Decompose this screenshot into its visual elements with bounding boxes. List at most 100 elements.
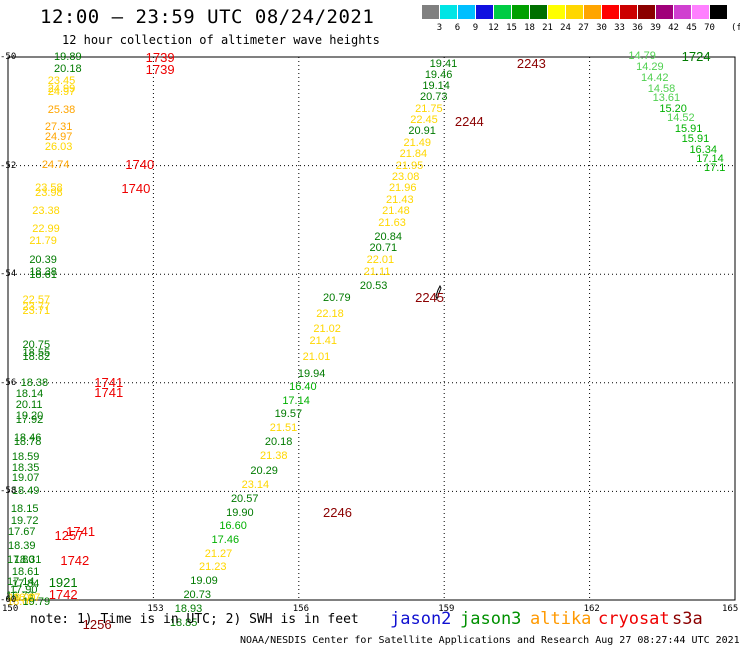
swh-label: 21.96 <box>388 182 417 195</box>
swh-label: 19.89 <box>54 51 82 64</box>
pass-time-label: 1741 <box>94 374 124 390</box>
swh-label: 20.71 <box>369 242 398 255</box>
scale-swatch <box>458 5 475 19</box>
swh-label: 18.85 <box>169 616 198 629</box>
swh-label: 19.57 <box>274 408 303 421</box>
swh-label: 18.39 <box>8 540 36 553</box>
swh-label: 18.38 <box>29 265 57 278</box>
lon-tick-label: 156 <box>292 604 310 614</box>
scale-swatch <box>674 5 691 19</box>
swh-label: 16.87 <box>12 591 41 604</box>
swh-label: 22.01 <box>366 253 395 266</box>
scale-swatch <box>566 5 583 19</box>
scale-label: 12 <box>488 23 499 33</box>
swh-label: 23.38 <box>32 205 60 218</box>
swh-label: 19.09 <box>190 575 218 588</box>
swh-label: 27.31 <box>44 120 73 133</box>
swh-label: 21.23 <box>198 560 227 573</box>
swh-label: 24.74 <box>41 158 70 171</box>
swh-label: 18.14 <box>15 387 44 400</box>
scale-label: 70 <box>704 23 715 33</box>
pass-time-label: 1741 <box>94 384 124 400</box>
pass-time-label: 1740 <box>121 181 151 197</box>
lat-tick-label: -54 <box>0 269 17 280</box>
scale-swatch <box>692 5 709 19</box>
lat-tick-label: -50 <box>0 52 17 62</box>
scale-swatch <box>656 5 673 19</box>
swh-label: 21.84 <box>399 148 428 161</box>
swh-label: 20.29 <box>250 464 278 477</box>
swh-label: 18.15 <box>10 503 39 516</box>
swh-label: 20.73 <box>419 91 448 104</box>
pass-time-label: 2244 <box>454 114 484 130</box>
satellite-name: s3a <box>672 609 703 629</box>
swh-label: 21.43 <box>386 193 414 206</box>
swh-label: 15.91 <box>681 133 710 146</box>
scale-swatch <box>494 5 511 19</box>
scale-swatch <box>638 5 655 19</box>
pass-time-label: 1741 <box>66 523 96 539</box>
swh-label: 20.79 <box>323 291 351 304</box>
pass-time-label: 1739 <box>145 50 175 66</box>
pass-time-label: 1739 <box>145 62 175 78</box>
swh-label: 21.41 <box>309 335 337 348</box>
swh-label: 19.79 <box>22 595 51 608</box>
swh-label: 25.38 <box>47 104 76 117</box>
footer-credit: NOAA/NESDIS Center for Satellite Applica… <box>240 635 740 646</box>
swh-label: 20.75 <box>22 339 51 352</box>
swh-label: 23.98 <box>35 186 63 199</box>
scale-swatch <box>620 5 637 19</box>
lat-tick-label: -56 <box>0 377 17 388</box>
map-title: 12:00 – 23:59 UTC 08/24/2021 <box>40 6 375 28</box>
pass-time-label: 1921 <box>48 574 78 590</box>
swh-label: 17.80 <box>7 553 35 566</box>
swh-label: 16.40 <box>289 381 317 394</box>
swh-label: 16.73 <box>6 589 34 602</box>
swh-label: 17.67 <box>8 526 36 539</box>
footer-note: note: 1) Time is in UTC; 2) SWH is in fe… <box>30 612 359 627</box>
satellite-name: jason2 <box>390 609 452 629</box>
swh-label: 15.20 <box>659 102 687 115</box>
swh-label: 23.58 <box>35 182 63 195</box>
swh-label: 18.55 <box>22 347 51 360</box>
swh-label: 18.93 <box>174 603 203 616</box>
swh-label: 21.38 <box>260 450 288 463</box>
swh-label: 20.73 <box>183 589 211 602</box>
scale-label: 18 <box>524 23 535 33</box>
swh-label: 18.46 <box>13 432 42 445</box>
swh-label: 21.27 <box>204 547 233 560</box>
swh-label: 20.53 <box>359 280 388 293</box>
satellite-name: cryosat <box>598 609 670 629</box>
lon-tick-label: 162 <box>583 604 600 614</box>
swh-label: 22.57 <box>22 294 51 307</box>
swh-label: 18.61 <box>29 269 57 282</box>
swh-label: 21.51 <box>269 421 298 434</box>
map-subtitle: 12 hour collection of altimeter wave hei… <box>62 33 380 47</box>
lat-tick-label: -58 <box>0 486 17 497</box>
scale-label: 15 <box>506 23 517 33</box>
scale-label: 21 <box>542 23 553 33</box>
swh-label: 22.18 <box>316 307 344 320</box>
swh-label: 23.08 <box>391 171 420 184</box>
swh-label: 17.14 <box>696 153 724 166</box>
satellite-name: jason3 <box>460 609 522 629</box>
swh-label: 19.41 <box>429 57 458 70</box>
swh-label: 17.84 <box>11 577 40 590</box>
swh-label: 18.00 <box>8 591 36 604</box>
swh-label: 23.71 <box>22 305 51 318</box>
scale-label: 24 <box>560 23 571 33</box>
swh-label: 19.90 <box>226 506 254 519</box>
satellite-name: altika <box>530 609 592 629</box>
swh-label: 17.14 <box>7 575 35 588</box>
scale-label: 6 <box>454 23 461 33</box>
swh-label: 19.46 <box>424 69 453 81</box>
swh-label: 21.75 <box>415 102 443 115</box>
swh-label: 20.84 <box>374 230 402 243</box>
swh-label: 17.92 <box>15 414 44 427</box>
swh-label: 19.72 <box>10 514 39 527</box>
swh-label: 14.42 <box>640 71 669 84</box>
swh-label: 20.11 <box>15 398 43 411</box>
swh-label: 21.48 <box>382 205 410 218</box>
swh-label: 14.29 <box>636 61 664 74</box>
